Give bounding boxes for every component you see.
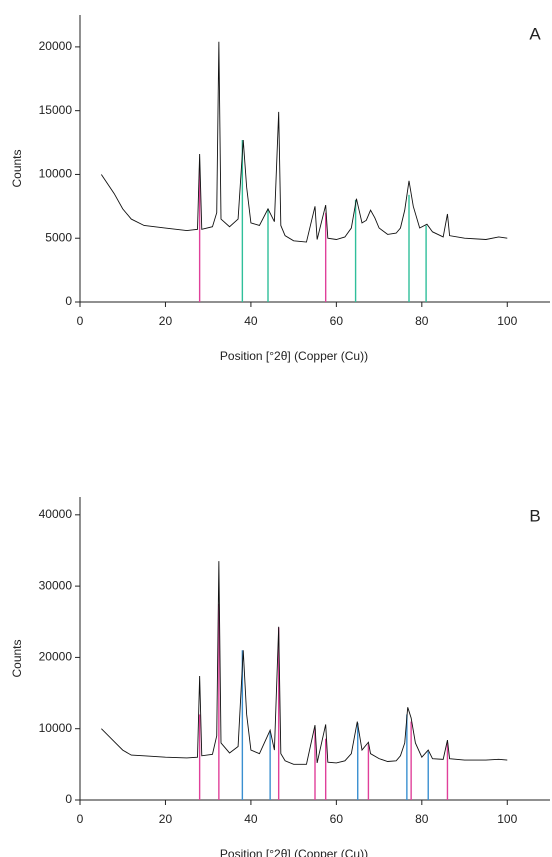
x-tick-label: 0 bbox=[77, 314, 84, 328]
y-tick-label: 5000 bbox=[45, 230, 72, 244]
y-tick-label: 20000 bbox=[39, 39, 73, 53]
y-tick-label: 20000 bbox=[39, 650, 73, 664]
diffraction-pattern bbox=[100, 41, 508, 243]
y-axis-title: Counts bbox=[10, 639, 24, 677]
x-tick-label: 100 bbox=[497, 314, 517, 328]
x-tick-label: 20 bbox=[159, 812, 173, 826]
y-tick-label: 30000 bbox=[39, 578, 73, 592]
panel-label: B bbox=[529, 506, 540, 525]
y-tick-label: 10000 bbox=[39, 721, 73, 735]
x-tick-label: 40 bbox=[244, 812, 258, 826]
y-tick-label: 15000 bbox=[39, 103, 73, 117]
x-tick-label: 0 bbox=[77, 812, 84, 826]
x-axis-title: Position [°2θ] (Copper (Cu)) bbox=[220, 349, 368, 363]
y-tick-label: 0 bbox=[65, 792, 72, 806]
x-tick-label: 80 bbox=[415, 812, 429, 826]
x-tick-label: 20 bbox=[159, 314, 173, 328]
x-tick-label: 40 bbox=[244, 314, 258, 328]
diffraction-pattern bbox=[101, 561, 508, 765]
x-tick-label: 60 bbox=[330, 314, 344, 328]
x-tick-label: 80 bbox=[415, 314, 429, 328]
panel-label: A bbox=[529, 24, 541, 43]
x-tick-label: 100 bbox=[497, 812, 517, 826]
x-axis-title: Position [°2θ] (Copper (Cu)) bbox=[220, 847, 368, 857]
y-axis-title: Counts bbox=[10, 149, 24, 187]
y-tick-label: 40000 bbox=[39, 507, 73, 521]
y-tick-label: 10000 bbox=[39, 167, 73, 181]
y-tick-label: 0 bbox=[65, 294, 72, 308]
x-tick-label: 60 bbox=[330, 812, 344, 826]
